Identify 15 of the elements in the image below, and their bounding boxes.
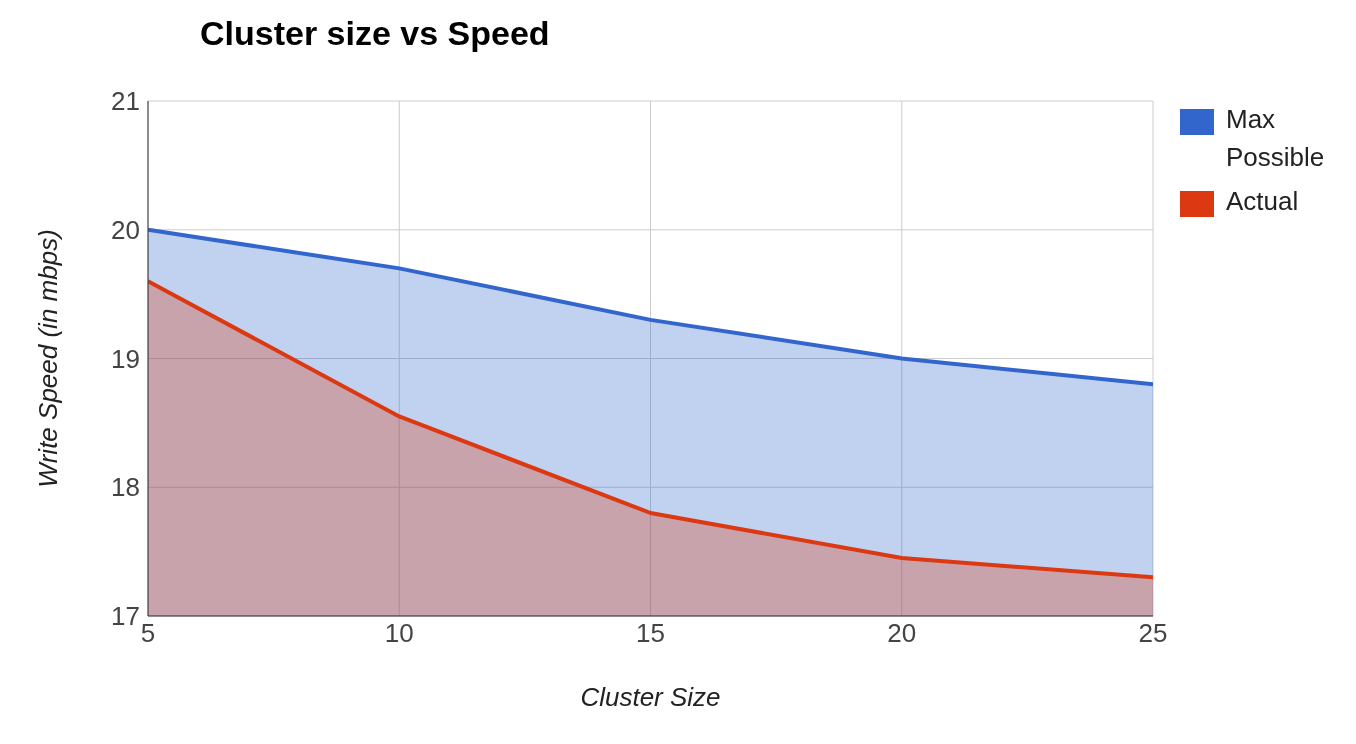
legend-label: Actual [1226, 185, 1300, 218]
y-tick-label: 21 [111, 86, 140, 117]
y-tick-label: 19 [111, 343, 140, 374]
y-axis-title: Write Speed (in mbps) [33, 229, 64, 488]
x-tick-label: 15 [636, 618, 665, 649]
x-tick-label: 10 [384, 618, 414, 649]
x-axis-title: Cluster Size [580, 682, 721, 712]
x-tick-label: 25 [1138, 618, 1168, 649]
y-tick-label: 17 [111, 601, 140, 632]
legend-label: Max Possible [1226, 103, 1326, 174]
x-tick-label: 20 [887, 618, 917, 649]
y-tick-label: 20 [111, 214, 140, 245]
chart-title: Cluster size vs Speed [200, 14, 550, 53]
x-tick-label: 5 [140, 618, 156, 649]
y-tick-label: 18 [111, 472, 140, 503]
